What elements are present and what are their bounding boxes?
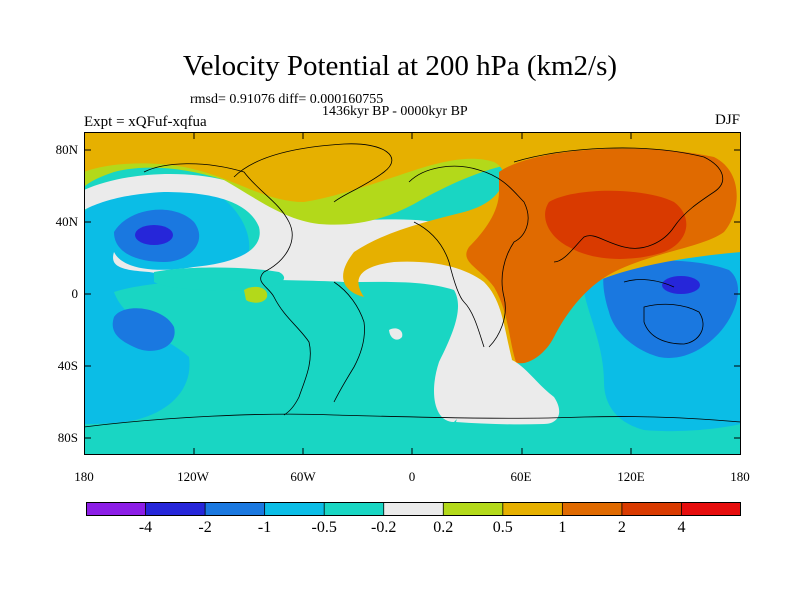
field-core-north-pacific bbox=[135, 225, 173, 245]
field-neutral-spot bbox=[389, 328, 403, 340]
colorbar-swatch bbox=[681, 502, 741, 516]
colorbar-label: 0.2 bbox=[433, 519, 454, 536]
colorbar-swatch bbox=[324, 502, 385, 516]
colorbar-label: -4 bbox=[138, 519, 153, 536]
colorbar-swatch bbox=[562, 502, 623, 516]
colorbar-label: 0.5 bbox=[492, 519, 513, 536]
field-blue-west-pacific bbox=[603, 260, 739, 358]
season-label: DJF bbox=[714, 112, 740, 128]
velocity-potential-map bbox=[84, 132, 741, 455]
coastlines bbox=[84, 143, 741, 428]
colorbar-swatch bbox=[145, 502, 206, 516]
colorbar-label: -0.5 bbox=[311, 519, 337, 536]
axis-ticks bbox=[84, 132, 741, 455]
colorbar-frame bbox=[86, 502, 741, 516]
period-text: 1436kyr BP - 0000kyr BP bbox=[322, 104, 468, 119]
colorbar-swatch bbox=[502, 502, 563, 516]
lon-label-60w: 60W bbox=[290, 469, 316, 484]
field-blue-south-pacific bbox=[112, 308, 175, 351]
colorbar-label: -1 bbox=[257, 519, 272, 536]
field-dark-orange bbox=[545, 190, 687, 259]
colorbar-swatch bbox=[205, 502, 266, 516]
lon-label-120e: 120E bbox=[617, 469, 645, 484]
colorbar-label: -2 bbox=[198, 519, 212, 536]
lon-label-120w: 120W bbox=[177, 469, 209, 484]
experiment-label: Expt = xQFuf-xqfua bbox=[84, 114, 207, 130]
lat-label-40s: 40S bbox=[57, 358, 78, 373]
lon-label-180e: 180 bbox=[730, 469, 750, 484]
field-southern-neutral bbox=[456, 357, 560, 425]
colorbar-label: 2 bbox=[617, 519, 626, 536]
colorbar-label: 1 bbox=[558, 519, 567, 536]
lat-label-80s: 80S bbox=[57, 430, 78, 445]
lat-label-0: 0 bbox=[71, 286, 79, 301]
lat-label-40n: 40N bbox=[55, 214, 78, 229]
colorbar-swatch bbox=[621, 502, 682, 516]
colorbar-swatch bbox=[86, 502, 147, 516]
field-core-west-pacific bbox=[662, 276, 700, 294]
field-tropical-teal bbox=[154, 267, 285, 291]
colorbar-label: -0.2 bbox=[371, 519, 397, 536]
colorbar bbox=[86, 502, 741, 516]
colorbar-swatch bbox=[443, 502, 504, 516]
colorbar-swatch bbox=[264, 502, 325, 516]
colorbar-label: 4 bbox=[677, 519, 686, 536]
field-green-south-america bbox=[244, 286, 268, 303]
lat-label-80n: 80N bbox=[55, 142, 78, 157]
map-title: Velocity Potential at 200 hPa (km2/s) bbox=[182, 50, 618, 82]
colorbar-swatch bbox=[383, 502, 444, 516]
stats-text: rmsd= 0.91076 diff= 0.000160755 bbox=[190, 92, 384, 107]
lon-label-0: 0 bbox=[408, 469, 416, 484]
lon-label-60e: 60E bbox=[510, 469, 532, 484]
lon-label-180w: 180 bbox=[74, 469, 94, 484]
